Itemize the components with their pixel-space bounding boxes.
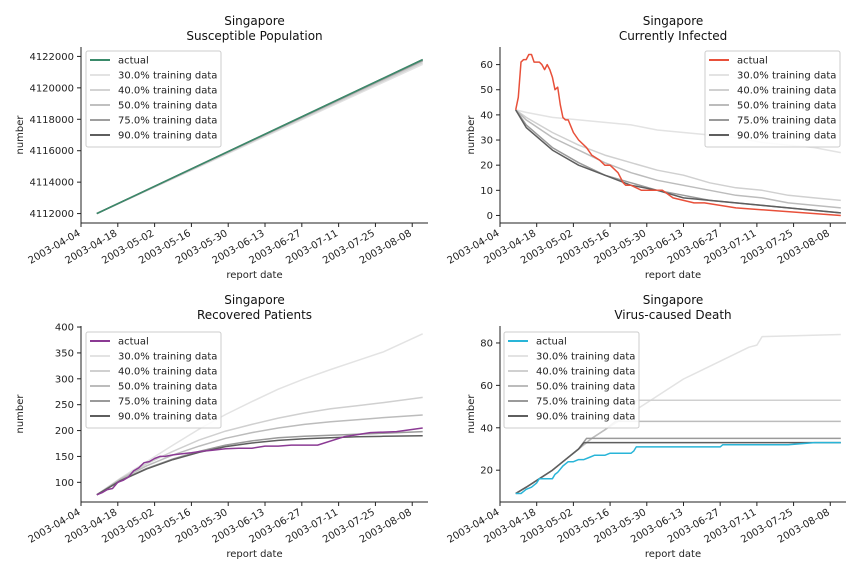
y-tick-label: 400 (55, 323, 74, 334)
legend-entry: 50.0% training data (536, 382, 635, 393)
y-tick-label: 4116000 (29, 146, 74, 157)
y-tick-label: 200 (55, 426, 74, 437)
series-line-40-0-training-data (515, 109, 841, 202)
y-tick-label: 350 (55, 348, 74, 359)
y-tick-label: 30 (480, 136, 493, 147)
x-axis-label: report date (645, 549, 701, 560)
legend-entry: 30.0% training data (536, 352, 635, 363)
x-axis-label: report date (645, 270, 701, 281)
y-axis-label: number (466, 394, 477, 434)
legend-box (85, 331, 222, 429)
legend-entry: actual (118, 337, 149, 348)
legend-box (503, 331, 640, 429)
legend-entry: actual (536, 337, 567, 348)
series-line-90-0-training-data (515, 441, 841, 495)
series-line-90-0-training-data (515, 109, 841, 214)
legend-entry: 40.0% training data (118, 367, 217, 378)
chart-title-line: Singapore (643, 14, 704, 28)
series-line-50-0-training-data (96, 414, 423, 496)
y-tick-label: 20 (480, 161, 493, 172)
legend: actual 30.0% training data 40.0% training … (85, 331, 222, 429)
legend-entry: 75.0% training data (118, 116, 217, 127)
series-line-50-0-training-data (515, 420, 841, 495)
y-tick-label: 100 (55, 478, 74, 489)
y-tick-label: 4122000 (29, 52, 74, 63)
legend-entry: 30.0% training data (737, 71, 836, 82)
series-line-actual (515, 441, 841, 495)
legend-entry: 90.0% training data (118, 412, 217, 423)
legend-entry: 50.0% training data (118, 101, 217, 112)
series-line-actual (96, 427, 423, 496)
chart-title-line: Susceptible Population (186, 29, 322, 43)
legend-entry: 40.0% training data (118, 86, 217, 97)
series-line-40-0-training-data (96, 396, 423, 496)
legend-entry: actual (737, 56, 768, 67)
legend-box (704, 50, 841, 148)
y-axis-label: number (466, 115, 477, 155)
y-tick-label: 10 (480, 186, 493, 197)
series-line-75-0-training-data (96, 430, 423, 496)
chart-title-line: Singapore (643, 293, 704, 307)
legend: actual 30.0% training data 40.0% training … (704, 50, 841, 148)
y-tick-label: 20 (480, 466, 493, 477)
series-line-50-0-training-data (515, 109, 841, 209)
chart-title-line: Singapore (224, 293, 285, 307)
series-line-actual (96, 58, 424, 215)
y-tick-label: 50 (480, 85, 493, 96)
y-axis-label: number (15, 115, 26, 155)
chart-title-line: Recovered Patients (197, 308, 312, 322)
legend-entry: 90.0% training data (118, 131, 217, 142)
y-tick-label: 4120000 (29, 83, 74, 94)
y-tick-label: 4112000 (29, 209, 74, 220)
legend: actual 30.0% training data 40.0% training … (85, 50, 222, 148)
legend-entry: 75.0% training data (118, 397, 217, 408)
legend-entry: actual (118, 56, 149, 67)
legend-entry: 40.0% training data (737, 86, 836, 97)
legend-entry: 30.0% training data (118, 352, 217, 363)
legend-entry: 75.0% training data (737, 116, 836, 127)
y-tick-label: 4114000 (29, 178, 74, 189)
legend-box (85, 50, 222, 148)
y-tick-label: 4118000 (29, 115, 74, 126)
legend-entry: 30.0% training data (118, 71, 217, 82)
y-tick-label: 150 (55, 452, 74, 463)
x-axis-label: report date (226, 549, 282, 560)
y-tick-label: 60 (480, 60, 493, 71)
y-axis-label: number (15, 394, 26, 434)
y-tick-label: 40 (480, 110, 493, 121)
legend-entry: 90.0% training data (737, 131, 836, 142)
legend: actual 30.0% training data 40.0% training … (503, 331, 640, 429)
y-tick-label: 300 (55, 374, 74, 385)
legend-entry: 75.0% training data (536, 397, 635, 408)
y-tick-label: 40 (480, 423, 493, 434)
x-axis-label: report date (226, 270, 282, 281)
y-tick-label: 60 (480, 381, 493, 392)
legend-entry: 50.0% training data (737, 101, 836, 112)
legend-entry: 40.0% training data (536, 367, 635, 378)
legend-entry: 90.0% training data (536, 412, 635, 423)
legend-entry: 50.0% training data (118, 382, 217, 393)
chart-title-line: Currently Infected (619, 29, 727, 43)
y-tick-label: 250 (55, 400, 74, 411)
series-line-actual (514, 53, 841, 217)
y-tick-label: 80 (480, 338, 493, 349)
chart-title-line: Singapore (224, 14, 285, 28)
series-line-90-0-training-data (96, 434, 423, 496)
chart-title-line: Virus-caused Death (614, 308, 731, 322)
y-tick-label: 0 (487, 211, 493, 222)
